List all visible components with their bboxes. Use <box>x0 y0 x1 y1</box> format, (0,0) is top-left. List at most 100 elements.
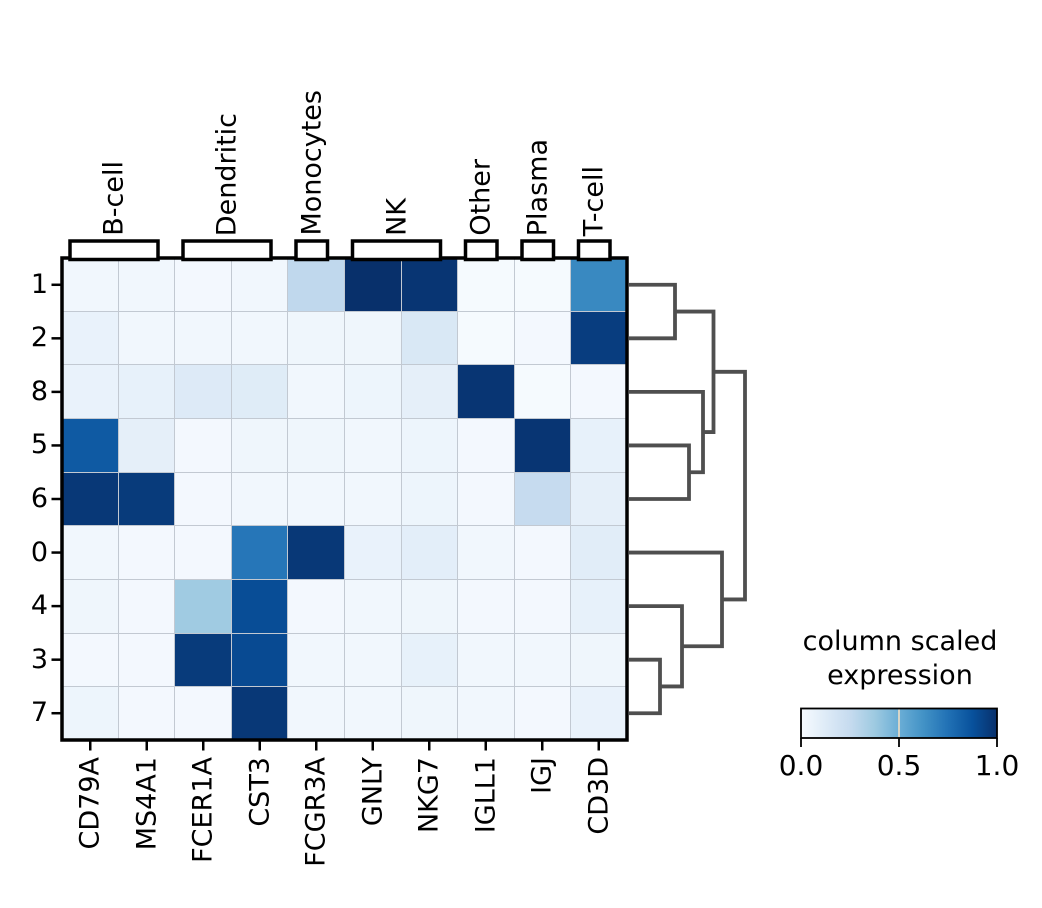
heatmap-cell <box>62 580 118 633</box>
group-label: NK <box>381 198 412 236</box>
heatmap-cell <box>344 311 401 365</box>
heatmap-cell <box>231 526 288 579</box>
heatmap-cell <box>175 365 231 418</box>
row-label: 5 <box>30 429 48 461</box>
heatmap-cell <box>514 580 571 633</box>
group-bracket <box>181 239 273 262</box>
heatmap-cell <box>571 419 627 472</box>
colorbar-tick-label: 1.0 <box>974 749 1020 782</box>
heatmap-cell <box>175 311 231 365</box>
heatmap-cell <box>514 472 571 526</box>
row-label: 4 <box>30 590 48 622</box>
heatmap-cell <box>401 472 458 526</box>
heatmap-cell <box>231 419 288 472</box>
col-label: CST3 <box>244 757 276 827</box>
heatmap-cell <box>62 472 118 526</box>
heatmap-cell <box>231 365 288 418</box>
dendrogram-link <box>713 369 747 602</box>
row-label: 8 <box>30 375 48 407</box>
heatmap-cell <box>118 687 175 740</box>
heatmap-cell <box>62 365 118 418</box>
heatmap-cell <box>401 633 458 687</box>
heatmap-cell <box>175 580 231 633</box>
heatmap-cell <box>175 526 231 579</box>
colorbar-tick-label: 0.0 <box>778 749 824 782</box>
col-label: GNLY <box>357 757 389 827</box>
heatmap-cell <box>62 633 118 687</box>
colorbar-title: column scaled expression <box>735 625 1042 693</box>
heatmap-cell <box>571 633 627 687</box>
heatmap-cell <box>175 687 231 740</box>
group-label: Monocytes <box>296 90 328 236</box>
group-label: B-cell <box>98 161 130 236</box>
heatmap-cell <box>571 687 627 740</box>
heatmap-cell <box>175 633 231 687</box>
col-label: IGLL1 <box>470 757 502 834</box>
row-label: 7 <box>30 697 48 729</box>
heatmap-cell <box>401 365 458 418</box>
group-label: T-cell <box>578 165 610 236</box>
heatmap-cell <box>401 311 458 365</box>
heatmap-cell <box>344 526 401 579</box>
heatmap-cell <box>288 580 344 633</box>
heatmap-cell <box>231 580 288 633</box>
heatmap-cell <box>344 472 401 526</box>
heatmap-cell <box>175 472 231 526</box>
heatmap-cell <box>458 580 514 633</box>
heatmap-cell <box>401 580 458 633</box>
row-label: 0 <box>30 536 48 568</box>
col-label: FCGR3A <box>300 757 332 867</box>
heatmap-cell <box>401 687 458 740</box>
group-bracket <box>294 239 330 262</box>
colorbar-tick-label: 0.5 <box>876 749 922 782</box>
heatmap-cell <box>401 526 458 579</box>
heatmap-cell <box>571 258 627 311</box>
dendrogram-link <box>629 443 691 501</box>
heatmap-cell <box>344 687 401 740</box>
group-label: Dendritic <box>211 112 243 236</box>
heatmap-cell <box>288 526 344 579</box>
heatmap-cell <box>288 258 344 311</box>
heatmap-cell <box>344 365 401 418</box>
dendrogram-link <box>629 657 662 716</box>
heatmap-cell <box>231 258 288 311</box>
heatmap-cell <box>514 311 571 365</box>
heatmap-cell <box>571 311 627 365</box>
dendrogram-link <box>629 550 724 649</box>
heatmap-cell <box>458 526 514 579</box>
heatmap-cell <box>118 419 175 472</box>
heatmap-cell <box>401 419 458 472</box>
heatmap-cell <box>118 580 175 633</box>
heatmap-cell <box>175 258 231 311</box>
heatmap-cell <box>344 419 401 472</box>
heatmap-cell <box>571 526 627 579</box>
row-label: 1 <box>30 268 48 300</box>
heatmap-cell <box>118 311 175 365</box>
heatmap-cell <box>288 472 344 526</box>
heatmap-cell <box>458 419 514 472</box>
heatmap-cell <box>231 472 288 526</box>
heatmap-cell <box>571 580 627 633</box>
row-label: 2 <box>30 322 48 354</box>
heatmap-cell <box>118 633 175 687</box>
colorbar-frame <box>800 707 998 739</box>
group-bracket <box>68 239 160 262</box>
heatmap-cell <box>62 311 118 365</box>
heatmap-cell <box>118 258 175 311</box>
col-label: NKG7 <box>413 757 445 834</box>
col-label: CD79A <box>74 757 106 850</box>
group-label: Plasma <box>522 138 554 236</box>
dendrogram-link <box>675 309 716 434</box>
heatmap-cell <box>458 311 514 365</box>
colorbar-title-line2: expression <box>827 660 973 691</box>
group-bracket <box>463 239 499 262</box>
col-label: FCER1A <box>187 757 219 863</box>
row-label: 6 <box>30 483 48 514</box>
group-bracket <box>520 239 556 262</box>
heatmap-cell <box>62 258 118 311</box>
colorbar-gradient <box>801 708 997 738</box>
col-label: CD3D <box>583 757 615 835</box>
dendrogram-link <box>629 389 705 475</box>
col-label: MS4A1 <box>131 757 163 851</box>
heatmap-cell <box>62 687 118 740</box>
